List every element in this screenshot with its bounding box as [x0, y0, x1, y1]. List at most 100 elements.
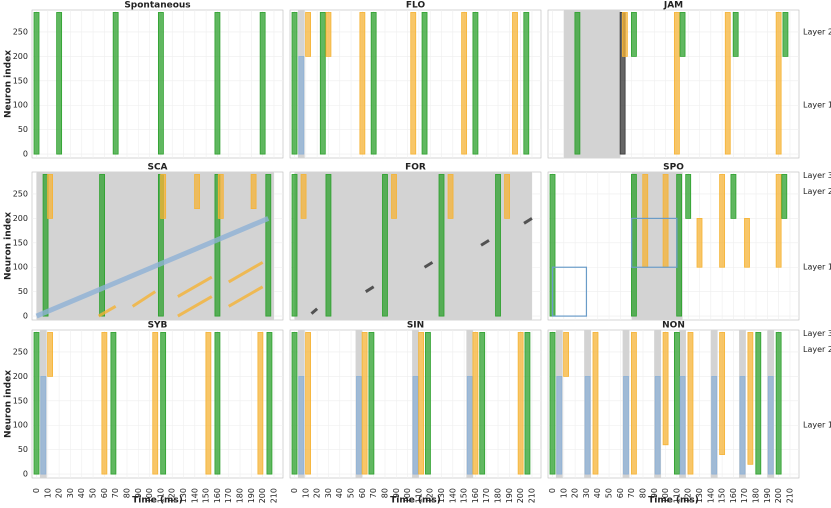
- layer-label: Layer 1: [803, 421, 831, 430]
- box: [551, 266, 588, 317]
- x-tick-label: 50: [605, 488, 614, 498]
- x-tick-label: 160: [471, 488, 480, 503]
- x-tick-label: 210: [269, 488, 278, 503]
- spike-burst: [524, 332, 531, 475]
- y-tick-label: 50: [18, 125, 28, 134]
- spike-burst: [472, 12, 479, 155]
- shade: [631, 172, 683, 320]
- spike-burst: [257, 332, 264, 475]
- x-axis-label: Time (ms): [390, 496, 441, 506]
- x-tick-label: 210: [527, 488, 536, 503]
- layer-label: Layer 3: [803, 329, 831, 338]
- spike-burst: [662, 174, 669, 268]
- x-tick-label: 180: [236, 488, 245, 503]
- spike-burst: [421, 12, 428, 155]
- spike-burst: [259, 12, 266, 155]
- x-tick-label: 50: [347, 488, 356, 498]
- spike-burst: [382, 174, 388, 317]
- x-tick-label: 200: [774, 488, 783, 503]
- y-tick-label: 0: [23, 150, 28, 159]
- layer-label: Layer 2: [803, 187, 831, 196]
- trend-line: [227, 285, 264, 308]
- x-tick-label: 190: [763, 488, 772, 503]
- subplot-title: FOR: [405, 163, 426, 173]
- spike-burst: [319, 12, 326, 155]
- x-tick-label: 120: [168, 488, 177, 503]
- spike-burst: [767, 376, 774, 475]
- x-tick-label: 110: [672, 488, 681, 503]
- x-tick-label: 120: [684, 488, 693, 503]
- spike-burst: [391, 174, 397, 219]
- spike-burst: [504, 174, 510, 219]
- spike-burst: [33, 12, 40, 155]
- y-tick-label: 100: [13, 421, 28, 430]
- spike-burst: [265, 174, 272, 317]
- x-tick-label: 160: [213, 488, 222, 503]
- y-tick-label: 50: [18, 287, 28, 296]
- spike-burst: [160, 174, 167, 219]
- subplot-title: FLO: [406, 1, 426, 11]
- trend-line: [227, 261, 264, 284]
- subplot-title: JAM: [663, 1, 683, 11]
- x-tick-label: 60: [100, 488, 109, 498]
- y-tick-label: 0: [23, 312, 28, 321]
- y-axis-label: Neuron index: [4, 50, 14, 118]
- spike-burst: [744, 218, 750, 268]
- spike-burst: [418, 332, 425, 475]
- spike-burst: [300, 174, 307, 219]
- x-tick-label: 190: [247, 488, 256, 503]
- y-axis-label: Neuron index: [4, 370, 14, 438]
- spike-burst: [512, 12, 518, 155]
- spike-burst: [711, 376, 718, 475]
- trend-line: [177, 295, 213, 318]
- spike-burst: [654, 376, 661, 475]
- x-tick-label: 40: [593, 488, 602, 498]
- x-tick-label: 10: [559, 488, 568, 498]
- spike-burst: [719, 174, 726, 268]
- spike-burst: [47, 174, 53, 219]
- spike-burst: [214, 12, 221, 155]
- spike-burst: [523, 12, 530, 155]
- spike-burst: [719, 332, 726, 455]
- spike-burst: [56, 12, 63, 155]
- y-tick-label: 0: [23, 470, 28, 479]
- spike-burst: [112, 12, 119, 155]
- spike-burst: [157, 12, 164, 155]
- x-tick-label: 200: [516, 488, 525, 503]
- spike-burst: [673, 12, 680, 155]
- shade: [36, 172, 274, 320]
- x-tick-label: 20: [571, 488, 580, 498]
- spike-burst: [160, 332, 167, 475]
- spike-burst: [679, 376, 686, 475]
- y-tick-label: 100: [13, 101, 28, 110]
- spike-burst: [775, 332, 782, 475]
- trend-line: [523, 217, 533, 225]
- spike-burst: [266, 332, 273, 475]
- spike-burst: [592, 332, 599, 475]
- x-tick-label: 10: [301, 488, 310, 498]
- spike-burst: [412, 376, 419, 475]
- spike-burst: [99, 174, 105, 317]
- spike-burst: [574, 12, 581, 155]
- y-tick-label: 100: [13, 263, 28, 272]
- spike-burst: [696, 218, 703, 268]
- spike-burst: [724, 12, 731, 155]
- x-tick-label: 170: [482, 488, 491, 503]
- layer-label: Layer 1: [803, 263, 831, 272]
- x-tick-label: 30: [66, 488, 75, 498]
- spike-burst: [291, 332, 298, 475]
- spike-burst: [101, 332, 108, 475]
- y-tick-label: 150: [13, 238, 28, 247]
- y-axis-label: Neuron index: [4, 212, 14, 280]
- x-tick-label: 30: [582, 488, 591, 498]
- x-tick-label: 0: [290, 488, 299, 493]
- spike-burst: [673, 332, 680, 475]
- x-tick-label: 20: [313, 488, 322, 498]
- spike-burst: [461, 12, 468, 155]
- x-tick-label: 150: [202, 488, 211, 503]
- x-tick-label: 40: [77, 488, 86, 498]
- x-tick-label: 100: [403, 488, 412, 503]
- x-tick-label: 190: [505, 488, 514, 503]
- spike-burst: [356, 376, 362, 475]
- subplot-title: SIN: [407, 321, 424, 331]
